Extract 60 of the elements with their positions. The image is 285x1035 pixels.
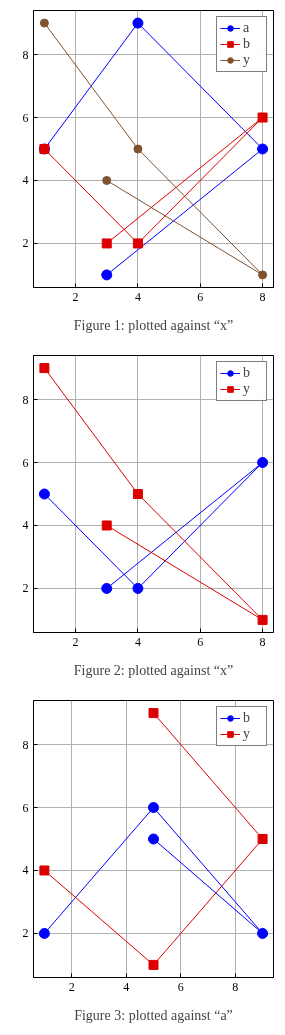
y-tick-label: 6: [22, 800, 29, 815]
point: [38, 488, 50, 500]
y-tick-label: 8: [22, 737, 29, 752]
x-tick-label: 2: [72, 634, 79, 649]
point: [257, 112, 268, 123]
legend-label: b: [243, 36, 251, 52]
point: [257, 927, 269, 939]
point: [257, 614, 268, 625]
point: [101, 520, 112, 531]
point: [132, 17, 144, 29]
y-tick-label: 4: [22, 518, 29, 533]
point: [101, 582, 113, 594]
x-tick-label: 4: [123, 979, 130, 994]
point: [101, 238, 112, 249]
point: [101, 269, 113, 281]
point: [258, 270, 268, 280]
caption: Figure 3: plotted against “a”: [74, 1008, 233, 1023]
y-tick-label: 2: [22, 926, 29, 941]
x-tick-label: 6: [197, 289, 204, 304]
y-tick-label: 8: [22, 392, 29, 407]
point: [39, 363, 50, 374]
caption: Figure 2: plotted against “x”: [73, 663, 234, 678]
x-tick-label: 6: [197, 634, 204, 649]
point: [132, 489, 143, 499]
x-tick-label: 8: [259, 634, 266, 649]
point: [148, 833, 159, 845]
point: [102, 175, 112, 185]
x-tick-label: 6: [177, 979, 184, 994]
x-tick-label: 8: [232, 979, 239, 994]
point: [257, 143, 269, 155]
x-tick-label: 4: [134, 289, 141, 304]
caption: Figure 1: plotted against “x”: [73, 318, 234, 333]
point: [39, 18, 49, 28]
y-tick-label: 2: [22, 236, 29, 251]
point: [148, 708, 159, 719]
legend-label: y: [243, 381, 251, 397]
point: [132, 238, 143, 249]
y-tick-label: 4: [22, 863, 29, 878]
y-tick-label: 8: [22, 47, 29, 62]
x-tick-label: 8: [259, 289, 266, 304]
legend-label: a: [243, 20, 251, 36]
point: [148, 959, 159, 970]
y-tick-label: 6: [22, 110, 29, 125]
point: [132, 582, 144, 594]
x-tick-label: 2: [72, 289, 79, 304]
y-tick-label: 6: [22, 455, 29, 470]
point: [39, 865, 50, 876]
x-tick-label: 2: [68, 979, 75, 994]
y-tick-label: 2: [22, 581, 29, 596]
point: [257, 834, 268, 844]
legend-label: y: [243, 726, 251, 742]
point: [148, 802, 159, 814]
legend-label: b: [243, 365, 251, 381]
x-tick-label: 4: [134, 634, 141, 649]
point: [133, 144, 143, 154]
point: [38, 927, 50, 939]
y-tick-label: 4: [22, 173, 29, 188]
legend-label: y: [243, 52, 251, 68]
legend-label: b: [243, 710, 251, 726]
point: [257, 457, 269, 469]
